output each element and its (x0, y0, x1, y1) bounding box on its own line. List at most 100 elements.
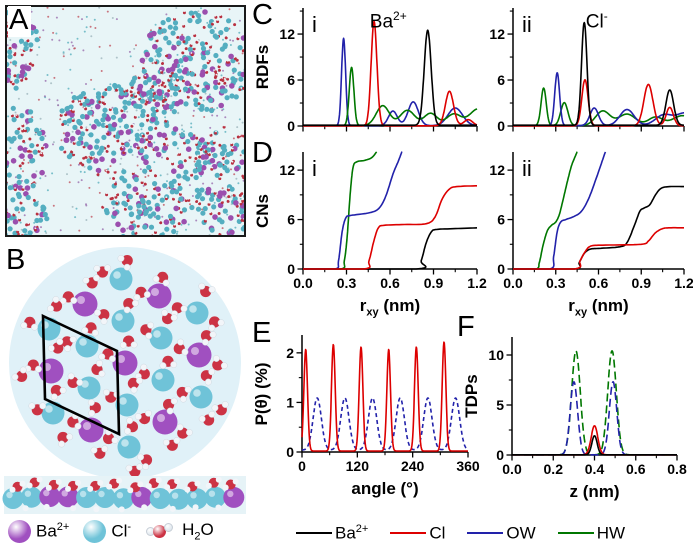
water-h (222, 484, 229, 491)
x-tick-label: 0.6 (626, 461, 646, 477)
solution-dot (228, 8, 231, 11)
water-o (84, 107, 88, 111)
solution-dot (17, 97, 20, 100)
solution-dot (175, 232, 178, 235)
cl-ion (7, 49, 13, 55)
water-h (114, 194, 117, 197)
solution-dot (111, 106, 114, 109)
water-o (200, 330, 213, 342)
cl-ion (182, 174, 188, 180)
solution-dot (85, 15, 88, 18)
cl-ion (163, 35, 169, 41)
water-h (118, 506, 125, 513)
solution-dot (137, 116, 140, 119)
water-h (194, 199, 197, 201)
solution-dot (46, 7, 49, 9)
series-cl-curve (301, 341, 469, 452)
water-o (210, 167, 214, 171)
water-h (121, 108, 124, 110)
solution-dot (181, 128, 184, 131)
cl-ion (101, 134, 107, 140)
water-h (220, 142, 223, 145)
ba-ion (199, 137, 205, 143)
cl-ion (224, 95, 230, 101)
water-h (30, 136, 33, 139)
cl-ion (239, 209, 244, 215)
water-h (131, 299, 139, 307)
y-tick-label: 6 (287, 72, 295, 88)
cl-ion (162, 183, 168, 189)
water-h (204, 69, 207, 72)
water-h (12, 73, 15, 75)
water-h (56, 338, 64, 346)
water-h (116, 477, 123, 484)
water-h (113, 181, 116, 184)
cl-ion (199, 41, 206, 47)
solution-dot (180, 223, 183, 226)
cl-ion (7, 185, 13, 191)
solution-dot (192, 109, 195, 112)
water-o (223, 81, 227, 85)
cl-ion (205, 50, 211, 56)
legend-line-hw (557, 532, 594, 534)
ba-ion (202, 9, 208, 15)
water-h (163, 80, 165, 83)
water-h (129, 92, 132, 95)
cl-ion (237, 45, 243, 51)
water-h (208, 324, 216, 332)
cl-ion (172, 141, 178, 147)
ylabel-C-i: RDFs (253, 44, 272, 90)
water-h (59, 386, 67, 394)
water-h (237, 213, 240, 215)
water-h (190, 69, 193, 72)
ba-ion (11, 43, 18, 49)
ba-ion (203, 154, 209, 160)
cl-ion (143, 210, 149, 216)
water-h (240, 87, 243, 89)
water-h (39, 402, 47, 410)
water-h (132, 171, 135, 174)
water-h (183, 10, 186, 12)
water-h (223, 75, 226, 78)
ion-highlight (117, 355, 125, 363)
water-o (105, 125, 109, 129)
water-o (160, 83, 164, 87)
water-h (22, 186, 25, 189)
ion-highlight (113, 271, 121, 279)
ion-highlight (79, 338, 87, 346)
water-h (117, 87, 119, 90)
water-h (193, 14, 196, 16)
water-h (82, 155, 84, 158)
ba-ion (200, 164, 207, 171)
water-h (143, 66, 146, 68)
water-o (184, 47, 188, 51)
cl-ion (113, 109, 119, 115)
x-tick-label: 1.2 (674, 275, 693, 291)
cl-ion (96, 150, 102, 156)
cl-ion (80, 113, 86, 120)
solution-dot (136, 155, 139, 158)
water-h (214, 14, 217, 17)
solution-dot (126, 110, 129, 113)
water-h (60, 122, 62, 124)
water-h (165, 196, 168, 199)
cl-ion (121, 233, 126, 235)
water-o (146, 118, 149, 122)
water-h (74, 422, 82, 430)
water-o (213, 191, 217, 195)
water-h (119, 341, 127, 349)
ba-ion (150, 116, 156, 123)
solution-dot (70, 141, 73, 144)
water-h (208, 410, 216, 418)
water-o (136, 146, 140, 150)
legend-line-ow (467, 532, 504, 534)
water-o (198, 202, 202, 206)
cl-ion (27, 230, 33, 235)
solution-dot (93, 88, 96, 91)
solution-dot (166, 187, 169, 190)
y-tick-label: 12 (489, 26, 505, 42)
water-h (223, 124, 226, 127)
water-o (7, 21, 8, 24)
solution-dot (80, 179, 83, 182)
cl-ion (139, 122, 145, 128)
